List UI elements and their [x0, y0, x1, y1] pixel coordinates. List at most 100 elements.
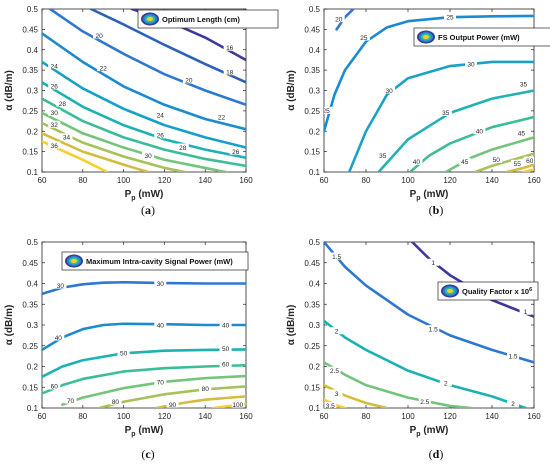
- contour-label-bg: [199, 384, 212, 392]
- contour-label-bg: [48, 120, 61, 128]
- x-axis-label: Pp (mW): [125, 425, 164, 438]
- contour-label-bg: [48, 141, 61, 149]
- contour-label-bg: [427, 258, 440, 266]
- chart-panel-1: 60 80 100 120 140 160 0.1 0.15 0.2 0.25 0.3 0.35 0.4…: [4, 5, 279, 217]
- y-tick-label: 0.3: [27, 87, 39, 96]
- contour-label: 20: [96, 33, 104, 40]
- legend-box: [437, 281, 539, 301]
- contour-label-bg: [439, 379, 452, 387]
- x-tick-label: 80: [362, 412, 371, 421]
- contour-label: 30: [57, 283, 65, 290]
- contour-label-bg: [410, 157, 423, 165]
- contour-label-bg: [383, 86, 396, 94]
- contour-label: 26: [51, 84, 59, 91]
- x-tick-label: 120: [158, 176, 172, 185]
- contour-label-bg: [418, 397, 431, 405]
- contour-label: 30: [157, 281, 165, 288]
- contour-label-bg: [48, 82, 61, 90]
- legend-label: Optimum Length (cm): [162, 15, 240, 24]
- x-tick-label: 100: [401, 412, 415, 421]
- contour-label: 2: [444, 380, 448, 387]
- contour-label-bg: [56, 99, 69, 107]
- contour-line-2: [324, 319, 527, 408]
- x-tick-label: 80: [362, 176, 371, 185]
- contour-label: 36: [51, 143, 59, 150]
- contour-label-bg: [523, 156, 534, 164]
- legend: Maximum Intra-cavity Signal Power (mW): [61, 251, 249, 271]
- y-axis-label: α (dB/m): [286, 70, 297, 111]
- contour-label: 25: [446, 14, 454, 21]
- contour-label-bg: [507, 352, 519, 360]
- x-tick-label: 160: [527, 412, 541, 421]
- y-tick-label: 0.15: [304, 148, 320, 157]
- contour-label: 1: [431, 260, 435, 267]
- y-tick-label: 0.25: [304, 342, 320, 351]
- contour-label: 3.5: [326, 403, 335, 410]
- panel-caption: (c): [141, 447, 154, 461]
- contour-label-bg: [64, 396, 77, 404]
- contour-label: 40: [222, 322, 230, 329]
- contour-line-40: [408, 115, 534, 172]
- contour-label-bg: [444, 13, 456, 21]
- contour-label: 20: [185, 78, 193, 85]
- contour-label: 28: [59, 101, 67, 108]
- contour-line-60: [42, 363, 246, 395]
- contour-label-bg: [324, 106, 333, 114]
- x-axis-label: Pp (mW): [410, 425, 449, 438]
- y-tick-label: 0.2: [27, 363, 39, 372]
- contour-label-bg: [507, 399, 519, 407]
- contour-label: 18: [226, 69, 234, 76]
- contour-lines: 30 30 40 40 40 50 50 60 60 70 70 80 80 90 100: [42, 279, 246, 408]
- x-tick-label: 60: [38, 176, 47, 185]
- contour-label-bg: [357, 33, 370, 41]
- contour-label: 35: [442, 110, 450, 117]
- contour-label-bg: [97, 64, 110, 72]
- x-tick-label: 80: [78, 412, 87, 421]
- x-tick-label: 120: [443, 176, 457, 185]
- contour-label: 25: [360, 35, 368, 42]
- y-tick-label: 0.45: [22, 25, 38, 34]
- contour-label-bg: [142, 151, 155, 159]
- contour-label: 22: [218, 114, 226, 121]
- y-tick-label: 0.4: [309, 280, 321, 289]
- legend-swatch-core: [447, 289, 453, 293]
- contour-line-2.5: [324, 361, 473, 408]
- contour-line-30: [347, 60, 534, 172]
- contour-line-24: [42, 60, 246, 149]
- contour-lines: 1 1 1.5 1.5 1.5 2 2 2 2.5 2.5 33.5: [324, 242, 534, 410]
- y-tick-label: 0.5: [309, 238, 321, 247]
- legend: Quality Factor x 106: [437, 281, 539, 301]
- plot-frame: [41, 8, 247, 173]
- contour-line-22: [42, 32, 246, 131]
- contour-label: 34: [63, 135, 71, 142]
- y-tick-label: 0.15: [304, 383, 320, 392]
- contour-label: 70: [157, 380, 165, 387]
- contour-label-bg: [154, 131, 167, 139]
- contour-label-bg: [330, 389, 343, 397]
- contour-label: 26: [157, 133, 165, 140]
- contour-label-bg: [490, 155, 503, 163]
- contour-label-bg: [154, 378, 167, 386]
- contour-label-bg: [519, 307, 532, 315]
- contour-label: 30: [385, 88, 393, 95]
- contour-label-bg: [324, 401, 337, 408]
- y-tick-label: 0.45: [304, 259, 320, 268]
- contour-label: 22: [100, 65, 108, 72]
- y-tick-label: 0.1: [27, 404, 39, 413]
- contour-label: 50: [120, 351, 128, 358]
- y-tick-label: 0.25: [22, 107, 38, 116]
- contour-label: 2: [335, 329, 339, 336]
- y-tick-label: 0.3: [309, 87, 321, 96]
- y-tick-label: 0.4: [27, 280, 39, 289]
- contour-label: 24: [51, 63, 59, 70]
- x-tick-label: 160: [527, 176, 541, 185]
- contour-label: 40: [476, 129, 484, 136]
- contour-line-60: [522, 168, 534, 172]
- contour-label: 50: [493, 157, 501, 164]
- legend-swatch-core: [71, 259, 77, 263]
- y-tick-label: 0.1: [27, 168, 39, 177]
- contour-label-bg: [48, 382, 61, 390]
- contour-lines: 16181820202222242426262628283030323436: [42, 9, 246, 172]
- contour-line-55: [505, 163, 534, 172]
